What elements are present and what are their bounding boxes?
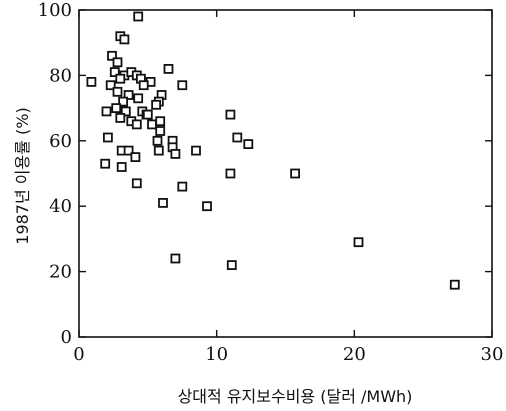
data-point [120, 106, 131, 117]
data-point [152, 135, 163, 146]
data-point [147, 119, 157, 130]
data-point [142, 109, 153, 120]
data-point [130, 152, 141, 163]
data-point [133, 93, 144, 104]
y-tick-label: 40 [49, 196, 72, 217]
data-point [225, 168, 236, 179]
data-point [131, 119, 142, 130]
data-point [226, 260, 237, 271]
y-axis: 0 20 40 60 80 100 [38, 0, 492, 348]
data-point [107, 50, 117, 61]
data-point [202, 201, 212, 212]
y-tick-label: 60 [49, 131, 72, 152]
data-point [449, 279, 460, 290]
data-point [232, 132, 243, 143]
data-point [118, 96, 128, 107]
data-point [243, 139, 254, 150]
y-tick-label: 80 [49, 65, 72, 86]
data-point [155, 116, 166, 127]
data-point [111, 103, 122, 113]
data-point [100, 158, 111, 169]
data-point [163, 64, 174, 74]
data-point [170, 253, 181, 264]
plot-frame [78, 9, 493, 338]
data-point [123, 145, 134, 156]
data-point [115, 113, 126, 123]
data-point [170, 148, 181, 159]
y-tick-label: 100 [38, 0, 72, 21]
data-point [112, 86, 123, 97]
x-tick-label: 20 [343, 344, 366, 365]
data-point [225, 109, 236, 120]
data-point [191, 145, 201, 156]
y-axis-label: 1987년 이용률 (%) [13, 107, 32, 244]
data-point [131, 178, 142, 189]
x-tick-label: 30 [481, 344, 504, 365]
data-point [158, 197, 168, 208]
y-tick-label: 20 [49, 262, 72, 283]
data-point [116, 162, 127, 172]
data-point [155, 126, 166, 136]
x-axis: 0 10 20 30 [73, 10, 503, 365]
data-point [133, 11, 144, 22]
data-point [101, 106, 112, 117]
x-tick-label: 0 [73, 344, 84, 365]
data-point [115, 73, 126, 84]
x-tick-label: 10 [205, 344, 228, 365]
data-point [119, 34, 130, 45]
data-point [103, 132, 113, 143]
data-point [290, 168, 301, 179]
data-points [86, 11, 460, 290]
data-point [138, 80, 149, 91]
data-point [123, 90, 134, 100]
data-point [177, 181, 188, 192]
data-point [151, 99, 162, 110]
data-point [109, 67, 120, 77]
data-point [353, 237, 364, 248]
data-point [153, 145, 164, 156]
y-tick-label: 0 [61, 327, 72, 348]
x-axis-label: 상대적 유지보수비용 (달러 /MWh) [178, 387, 413, 406]
data-point [112, 57, 123, 68]
data-point [105, 80, 116, 91]
data-point [177, 80, 188, 91]
data-point [86, 77, 97, 87]
